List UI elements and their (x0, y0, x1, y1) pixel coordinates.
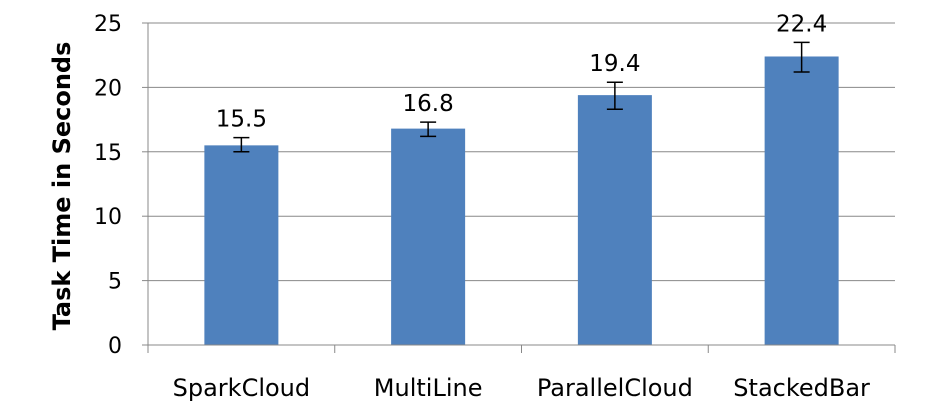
error-bars (233, 41, 810, 153)
category-label: SparkCloud (173, 374, 311, 402)
category-labels: SparkCloud MultiLine ParallelCloud StackedB… (173, 374, 870, 402)
data-label: 22.4 (776, 11, 827, 37)
y-tick-label: 15 (94, 141, 122, 166)
y-axis-title: Task Time in Seconds (48, 42, 76, 331)
bar (391, 128, 466, 345)
x-tick-marks (147, 345, 896, 353)
y-tick-label: 10 (94, 205, 122, 230)
y-tick-labels: 0 5 10 15 20 25 (94, 12, 148, 359)
bar (764, 56, 839, 345)
category-label: StackedBar (733, 374, 870, 402)
data-label: 15.5 (216, 107, 267, 133)
bars (204, 56, 839, 346)
category-label: MultiLine (374, 374, 483, 402)
y-tick-label: 5 (108, 270, 122, 295)
bar (204, 145, 279, 345)
bar (577, 95, 652, 346)
data-label: 16.8 (403, 91, 454, 117)
category-label: ParallelCloud (537, 374, 693, 402)
y-tick-label: 0 (108, 334, 122, 359)
data-labels: 15.5 16.8 19.4 22.4 (216, 11, 827, 132)
data-label: 19.4 (589, 51, 640, 77)
y-tick-label: 20 (94, 76, 122, 101)
y-tick-label: 25 (94, 12, 122, 37)
